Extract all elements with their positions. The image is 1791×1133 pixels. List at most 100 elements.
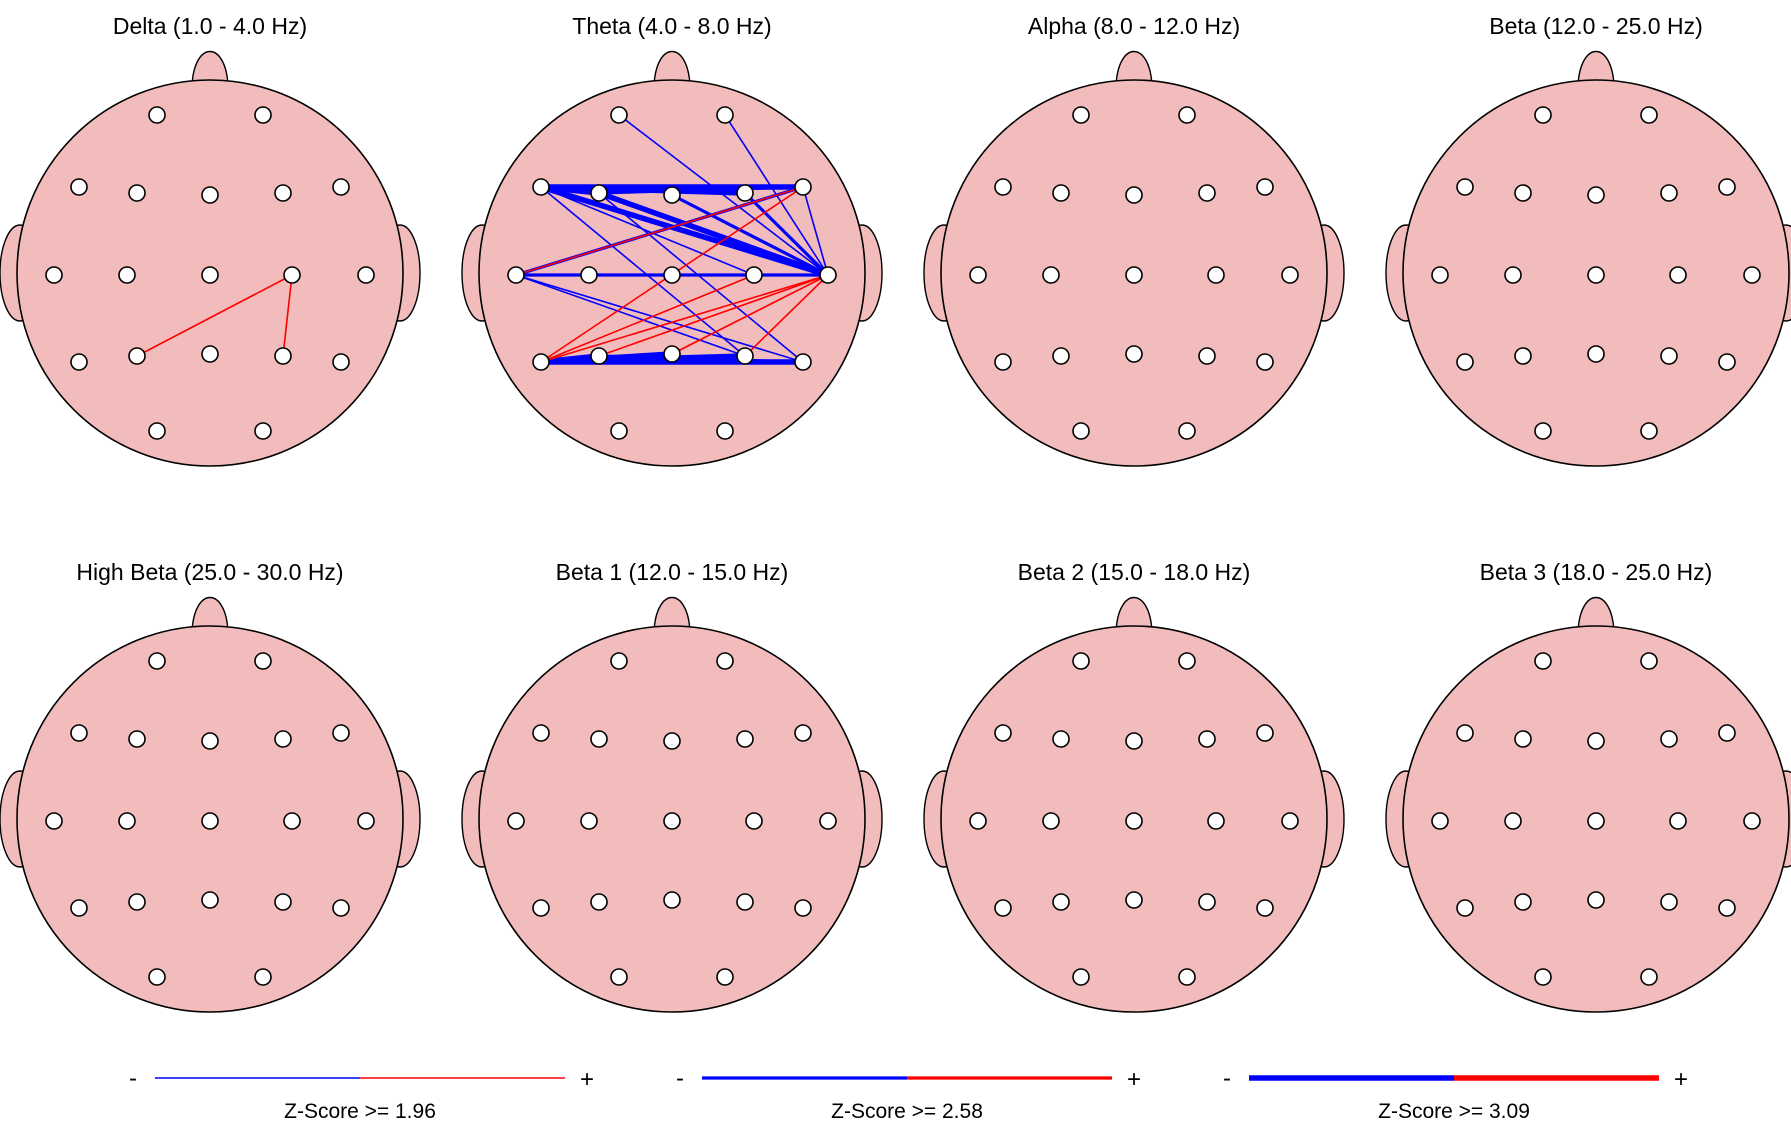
electrode-o2 <box>1178 422 1196 440</box>
electrode-o2 <box>716 422 734 440</box>
electrode-p4 <box>1660 893 1678 911</box>
coherence-connection-Fz-T4 <box>671 193 829 277</box>
electrode-cz <box>1125 266 1143 284</box>
map-title: Beta 2 (15.0 - 18.0 Hz) <box>1018 559 1251 585</box>
electrode-fp1 <box>1072 106 1090 124</box>
electrode-o2 <box>716 968 734 986</box>
electrode-f8 <box>332 178 350 196</box>
electrode-f8 <box>794 178 812 196</box>
legend-scale: - + Z-Score >= 1.96 <box>129 1065 594 1123</box>
electrode-fp2 <box>1178 652 1196 670</box>
coherence-connection-T3-F8 <box>515 186 804 276</box>
electrode-o2 <box>1640 422 1658 440</box>
electrode-fp2 <box>254 106 272 124</box>
electrode-t3 <box>969 266 987 284</box>
electrode-f4 <box>1198 184 1216 202</box>
electrode-f7 <box>994 724 1012 742</box>
electrode-fz <box>663 732 681 750</box>
electrode-fp2 <box>716 652 734 670</box>
electrode-t4 <box>1743 812 1761 830</box>
electrode-f8 <box>794 724 812 742</box>
coherence-connection-F7-C4 <box>540 186 755 276</box>
electrode-f7 <box>532 724 550 742</box>
map-title: Alpha (8.0 - 12.0 Hz) <box>1028 13 1240 39</box>
electrode-c3 <box>580 266 598 284</box>
electrode-c4 <box>745 266 763 284</box>
electrode-t4 <box>819 266 837 284</box>
electrode-c3 <box>1504 266 1522 284</box>
electrode-p3 <box>1514 347 1532 365</box>
legend-plus-sign: + <box>1127 1066 1141 1093</box>
coherence-connection-Fp1-T4 <box>618 114 829 276</box>
legend-scale: - + Z-Score >= 2.58 <box>676 1065 1141 1123</box>
electrode-p4 <box>1198 893 1216 911</box>
electrode-cz <box>1587 266 1605 284</box>
coherence-connection-Pz-T4 <box>671 274 829 355</box>
electrode-p3 <box>590 893 608 911</box>
head-map: Delta (1.0 - 4.0 Hz) <box>0 13 421 467</box>
electrode-t6 <box>1718 899 1736 917</box>
electrode-p3 <box>128 347 146 365</box>
electrode-t6 <box>1718 353 1736 371</box>
map-title: Beta 3 (18.0 - 25.0 Hz) <box>1480 559 1713 585</box>
electrode-p3 <box>590 347 608 365</box>
electrode-fp2 <box>1640 106 1658 124</box>
electrode-c3 <box>118 812 136 830</box>
electrode-cz <box>663 812 681 830</box>
electrode-t6 <box>1256 353 1274 371</box>
electrode-f7 <box>994 178 1012 196</box>
electrode-f7 <box>1456 724 1474 742</box>
electrode-p4 <box>736 347 754 365</box>
coherence-connection-T5-T4 <box>540 274 829 363</box>
electrode-f7 <box>1456 178 1474 196</box>
electrode-c4 <box>745 812 763 830</box>
electrode-f4 <box>736 184 754 202</box>
electrode-p3 <box>128 893 146 911</box>
coherence-connection-T3-P4 <box>515 274 746 357</box>
electrode-fp1 <box>1072 652 1090 670</box>
electrode-t5 <box>70 353 88 371</box>
electrode-c3 <box>1504 812 1522 830</box>
map-title: Delta (1.0 - 4.0 Hz) <box>113 13 307 39</box>
electrode-p4 <box>1660 347 1678 365</box>
electrode-t3 <box>1431 812 1449 830</box>
electrode-f3 <box>590 730 608 748</box>
electrode-o1 <box>148 968 166 986</box>
electrode-f3 <box>590 184 608 202</box>
electrode-fz <box>1587 186 1605 204</box>
electrode-fp1 <box>1534 106 1552 124</box>
legend-label: Z-Score >= 1.96 <box>284 1100 436 1123</box>
electrode-f8 <box>1718 178 1736 196</box>
electrode-pz <box>201 891 219 909</box>
electrode-p4 <box>1198 347 1216 365</box>
electrode-f4 <box>274 730 292 748</box>
electrode-t4 <box>819 812 837 830</box>
electrode-f8 <box>1718 724 1736 742</box>
electrode-f7 <box>70 724 88 742</box>
head-map: Beta 3 (18.0 - 25.0 Hz) <box>1385 559 1791 1013</box>
coherence-connection-P4-T4 <box>744 274 829 357</box>
electrode-p4 <box>274 893 292 911</box>
coherence-connection-C4-P4 <box>282 274 293 357</box>
electrode-fz <box>1125 732 1143 750</box>
coherence-connection-F3-T4 <box>598 190 829 278</box>
electrode-c3 <box>118 266 136 284</box>
electrode-c4 <box>283 812 301 830</box>
electrode-f4 <box>274 184 292 202</box>
electrode-t4 <box>357 266 375 284</box>
electrode-fp1 <box>148 652 166 670</box>
electrode-f3 <box>1052 184 1070 202</box>
electrode-f3 <box>1052 730 1070 748</box>
electrode-fp1 <box>610 652 628 670</box>
electrode-f3 <box>1514 184 1532 202</box>
electrode-fz <box>201 732 219 750</box>
electrode-t4 <box>1281 266 1299 284</box>
electrode-p4 <box>736 893 754 911</box>
legend-plus-sign: + <box>580 1066 594 1093</box>
electrode-cz <box>1125 812 1143 830</box>
electrode-pz <box>1125 891 1143 909</box>
electrode-cz <box>1587 812 1605 830</box>
head-map: High Beta (25.0 - 30.0 Hz) <box>0 559 421 1013</box>
electrode-fz <box>1587 732 1605 750</box>
